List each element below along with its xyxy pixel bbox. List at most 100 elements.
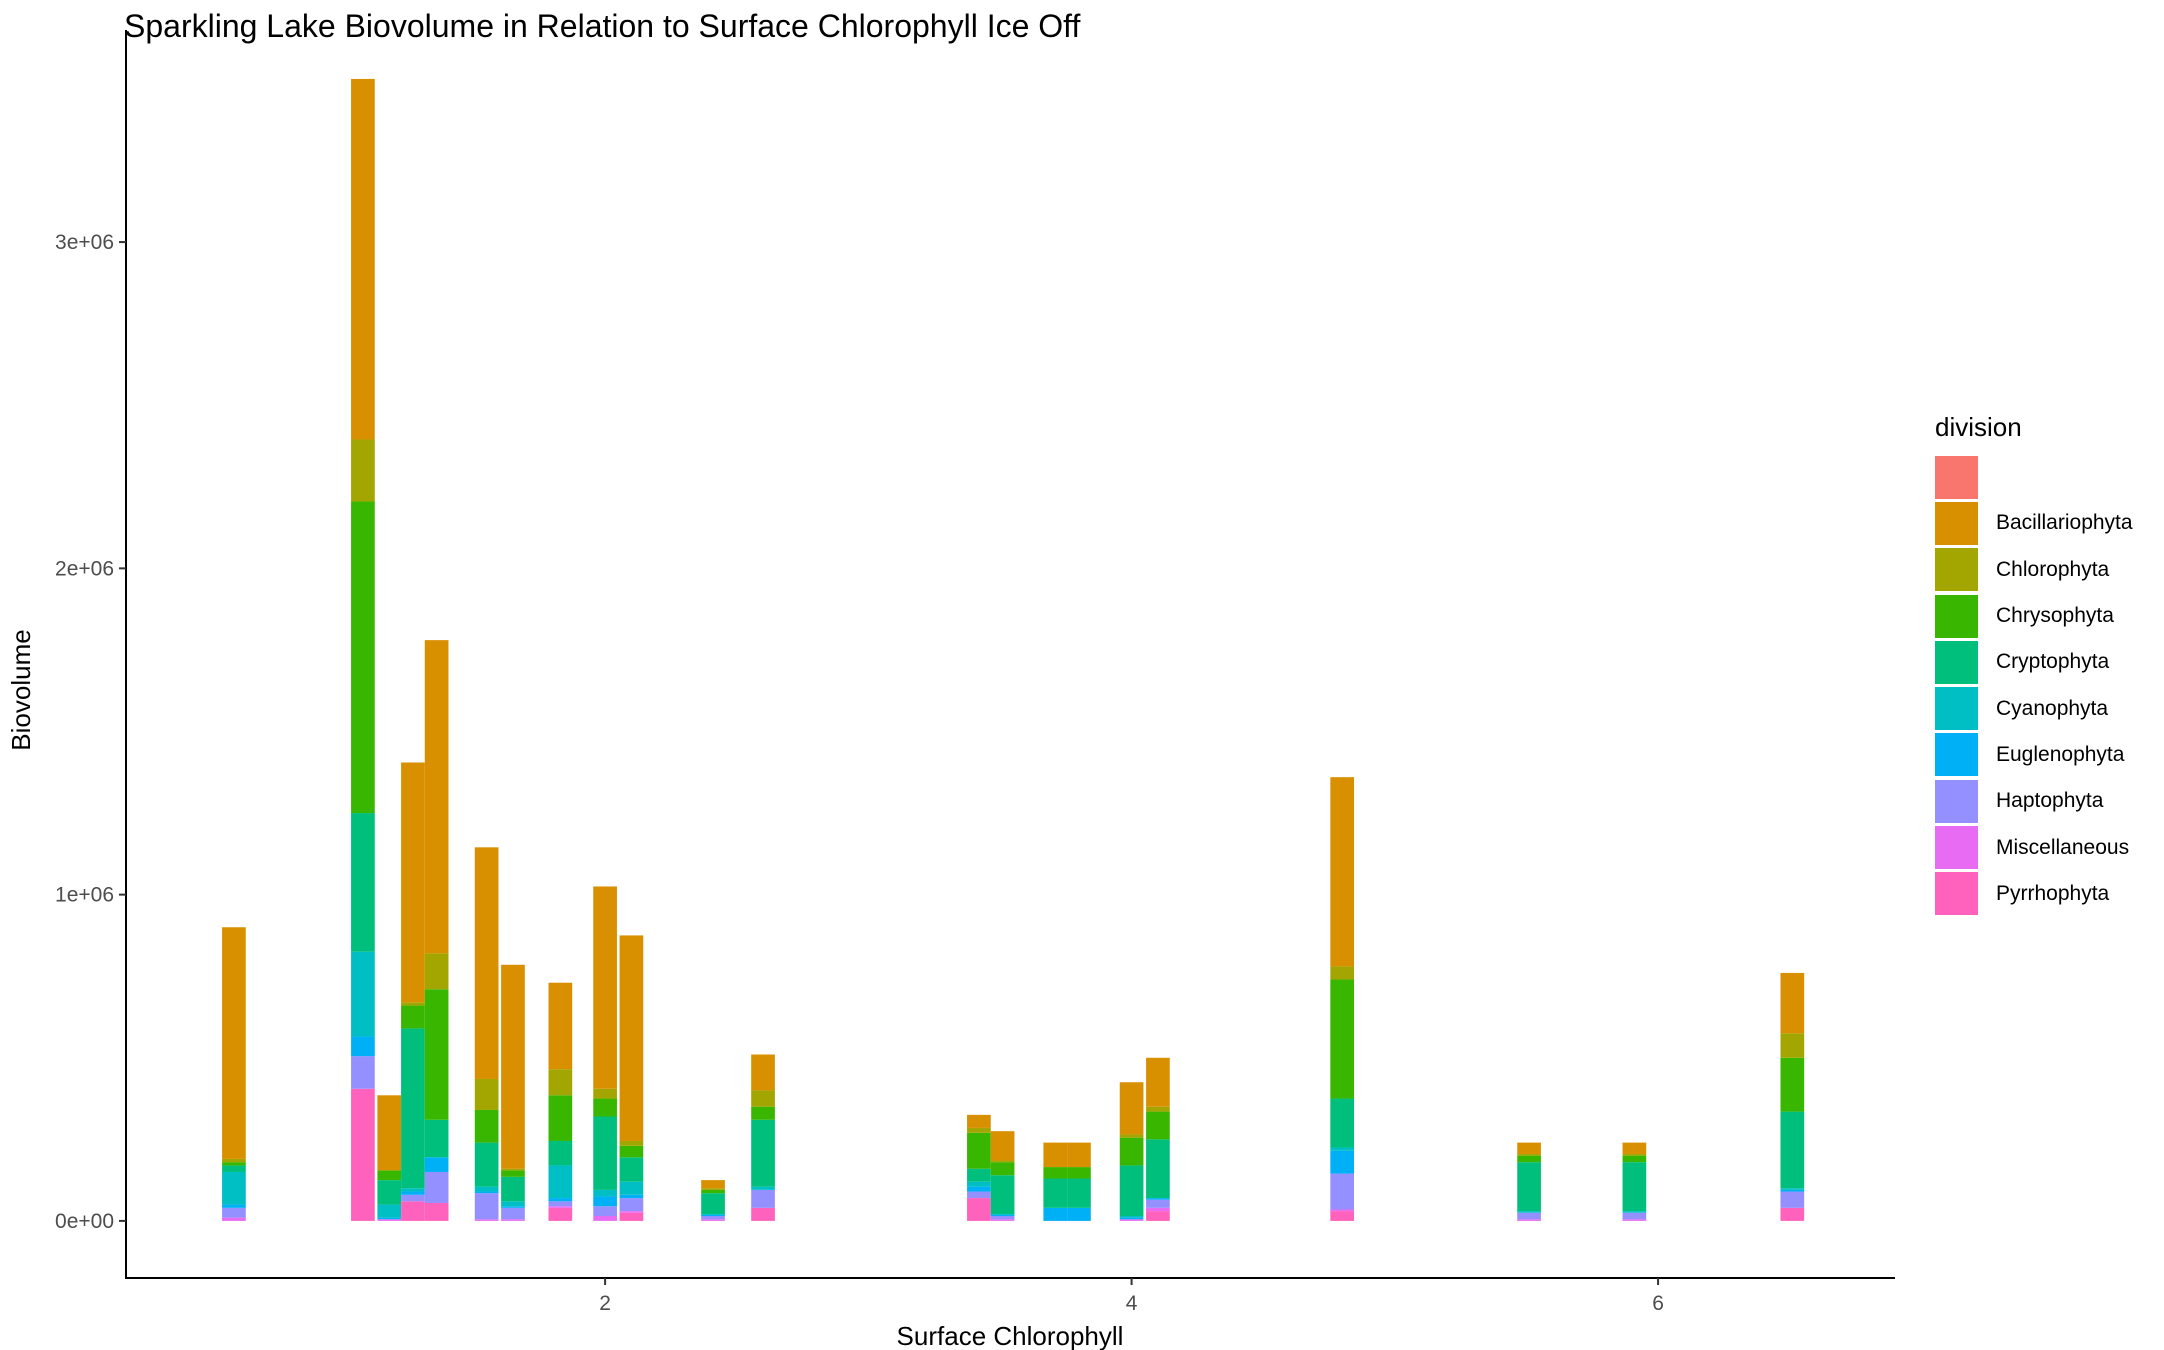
bar-segment-cyanophyta — [401, 1188, 425, 1192]
bar-segment-chlorophyta — [548, 1069, 573, 1096]
bar-segment-cryptophyta — [548, 1140, 573, 1166]
bar-segment-bacillariophyta — [619, 935, 644, 1141]
bar-segment-cyanophyta — [1330, 1147, 1355, 1151]
bar-segment-cryptophyta — [474, 1142, 499, 1187]
bar-segment-cryptophyta — [351, 813, 375, 952]
bar-segment-chrysophyta — [1043, 1167, 1068, 1179]
bar-segment-bacillariophyta — [593, 886, 617, 1089]
y-axis-title: Biovolume — [6, 629, 36, 750]
bar-segment-cryptophyta — [701, 1193, 725, 1215]
bar-stack — [377, 1095, 402, 1221]
bar-segment-bacillariophyta — [424, 640, 449, 954]
bar-stack — [501, 964, 525, 1221]
bar-segment-pyrrhophyta — [548, 1207, 573, 1221]
bar-segment-pyrrhophyta — [751, 1207, 775, 1221]
bar-segment-cyanophyta — [474, 1186, 499, 1192]
bar-segment-chlorophyta — [501, 1168, 525, 1171]
bar-segment-cryptophyta — [1517, 1162, 1541, 1212]
bar-segment-miscellaneous — [1119, 1219, 1144, 1221]
bar-segment-miscellaneous — [1622, 1219, 1647, 1221]
legend-item-cyanophyta: Cyanophyta — [1935, 685, 2133, 731]
bar-stack — [1119, 1082, 1144, 1221]
bar-segment-bacillariophyta — [351, 78, 375, 440]
bar-segment-haptophyta — [351, 1056, 375, 1089]
bar-segment-chlorophyta — [751, 1090, 775, 1107]
bar-segment-cryptophyta — [377, 1180, 402, 1205]
bar-stack — [222, 927, 246, 1221]
bar-segment-euglenophyta — [1043, 1207, 1068, 1221]
bar-stack — [751, 1054, 775, 1221]
y-tick-label: 2e+06 — [55, 557, 114, 580]
legend-swatch — [1935, 826, 1978, 870]
legend-label: Chrysophyta — [1996, 604, 2114, 628]
y-ticks: 0e+00 1e+06 2e+06 3e+06 — [55, 231, 126, 1233]
bar-segment-cryptophyta — [424, 1119, 449, 1158]
bar-segment-chlorophyta — [1780, 1033, 1805, 1058]
bar-segment-chrysophyta — [377, 1170, 402, 1181]
bar-segment-haptophyta — [593, 1206, 617, 1217]
bar-segment-cryptophyta — [501, 1176, 525, 1202]
legend-item-miscellaneous: Miscellaneous — [1935, 824, 2133, 870]
legend-swatch — [1935, 548, 1978, 592]
bar-segment-haptophyta — [1622, 1212, 1647, 1220]
bar-segment-bacillariophyta — [990, 1131, 1015, 1161]
bar-segment-cryptophyta — [1043, 1178, 1068, 1208]
bar-segment-chrysophyta — [1622, 1155, 1647, 1163]
legend-swatch — [1935, 640, 1978, 684]
legend-item-euglenophyta: Euglenophyta — [1935, 732, 2133, 778]
bar-segment-bacillariophyta — [1067, 1142, 1091, 1168]
bar-segment-bacillariophyta — [377, 1095, 402, 1171]
bar-stack — [701, 1180, 725, 1221]
bar-segment-euglenophyta — [1330, 1150, 1355, 1174]
bar-segment-cyanophyta — [501, 1201, 525, 1207]
bar-segment-miscellaneous — [593, 1216, 617, 1221]
legend-label: Miscellaneous — [1996, 835, 2130, 859]
bar-segment-pyrrhophyta — [351, 1088, 375, 1221]
bar-segment-chrysophyta — [701, 1189, 725, 1194]
bar-stack — [1517, 1142, 1541, 1221]
legend-swatch — [1935, 733, 1978, 777]
legend-label: Cryptophyta — [1996, 650, 2110, 674]
bar-segment-cyanophyta — [377, 1204, 402, 1218]
bar-segment-pyrrhophyta — [401, 1201, 425, 1221]
bar-segment-bacillariophyta — [1119, 1082, 1144, 1135]
legend-item-blank — [1935, 454, 2133, 500]
bar-segment-bacillariophyta — [474, 847, 499, 1079]
bar-segment-cryptophyta — [222, 1165, 246, 1172]
bar-segment-cyanophyta — [351, 951, 375, 1037]
x-tick-label: 6 — [1652, 1292, 1664, 1315]
bar-segment-euglenophyta — [967, 1186, 991, 1192]
chart-plot: 0e+00 1e+06 2e+06 3e+06 2 4 6 Surface Chlorop… — [6, 30, 1895, 1350]
bar-segment-cryptophyta — [990, 1175, 1015, 1215]
bar-segment-chrysophyta — [222, 1162, 246, 1166]
bar-segment-euglenophyta — [1119, 1217, 1144, 1220]
bar-segment-chlorophyta — [1119, 1134, 1144, 1138]
x-ticks: 2 4 6 — [599, 1278, 1664, 1315]
bar-segment-haptophyta — [751, 1189, 775, 1208]
bar-segment-bacillariophyta — [548, 982, 573, 1070]
bar-segment-bacillariophyta — [1780, 972, 1805, 1034]
bar-stack — [401, 762, 425, 1221]
legend-item-cryptophyta: Cryptophyta — [1935, 639, 2133, 685]
bar-segment-chrysophyta — [1330, 979, 1355, 1099]
bar-segment-miscellaneous — [701, 1219, 725, 1221]
bar-stack — [1043, 1142, 1068, 1221]
bar-segment-euglenophyta — [990, 1214, 1015, 1217]
legend-label: Cyanophyta — [1996, 696, 2109, 720]
bar-segment-cryptophyta — [967, 1168, 991, 1182]
bar-segment-chlorophyta — [474, 1078, 499, 1110]
y-tick-label: 3e+06 — [55, 231, 114, 254]
bar-segment-euglenophyta — [222, 1204, 246, 1208]
bar-segment-chrysophyta — [501, 1170, 525, 1177]
legend-label: Bacillariophyta — [1996, 511, 2133, 535]
bar-segment-cryptophyta — [1330, 1098, 1355, 1148]
bar-segment-chlorophyta — [1517, 1154, 1541, 1156]
bar-segment-euglenophyta — [619, 1194, 644, 1199]
bar-segment-haptophyta — [401, 1194, 425, 1202]
bar-segment-chlorophyta — [1622, 1154, 1647, 1156]
bar-segment-pyrrhophyta — [1330, 1211, 1355, 1221]
bar-segment-chlorophyta — [593, 1088, 617, 1099]
bar-segment-chlorophyta — [990, 1160, 1015, 1163]
bar-segment-bacillariophyta — [1146, 1057, 1170, 1107]
bar-segment-pyrrhophyta — [1780, 1207, 1805, 1221]
